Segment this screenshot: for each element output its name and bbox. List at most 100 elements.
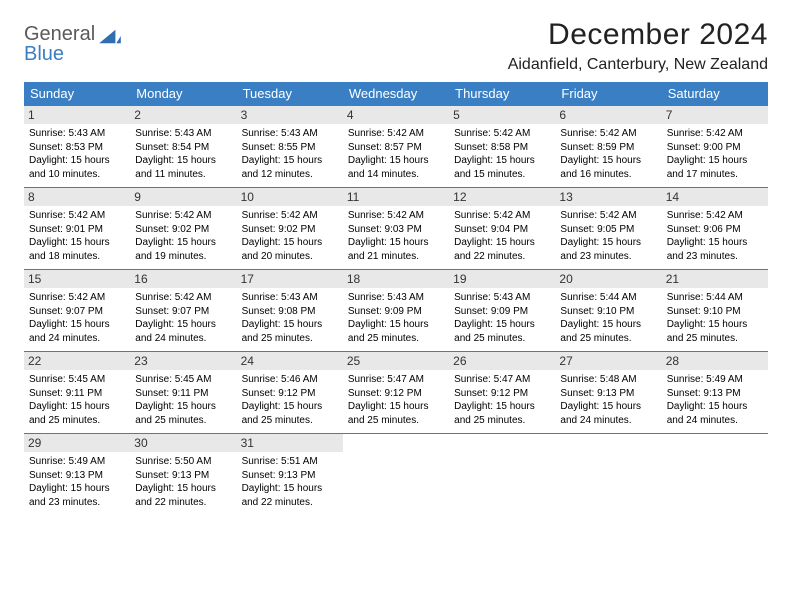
sunrise-line: Sunrise: 5:42 AM: [454, 127, 550, 141]
weekday-header: Friday: [555, 82, 661, 106]
daylight-line: Daylight: 15 hours and 25 minutes.: [29, 400, 125, 427]
day-details: Sunrise: 5:42 AMSunset: 9:07 PMDaylight:…: [135, 291, 231, 345]
daylight-line: Daylight: 15 hours and 23 minutes.: [29, 482, 125, 509]
daylight-line: Daylight: 15 hours and 20 minutes.: [242, 236, 338, 263]
sunrise-line: Sunrise: 5:42 AM: [29, 291, 125, 305]
calendar-day-cell: 11Sunrise: 5:42 AMSunset: 9:03 PMDayligh…: [343, 188, 449, 269]
day-details: Sunrise: 5:42 AMSunset: 9:02 PMDaylight:…: [242, 209, 338, 263]
logo-text: General Blue: [24, 24, 95, 64]
day-details: Sunrise: 5:43 AMSunset: 8:54 PMDaylight:…: [135, 127, 231, 181]
daylight-line: Daylight: 15 hours and 15 minutes.: [454, 154, 550, 181]
daylight-line: Daylight: 15 hours and 22 minutes.: [242, 482, 338, 509]
logo-line2: Blue: [24, 43, 64, 65]
day-number: 8: [24, 188, 130, 206]
day-details: Sunrise: 5:43 AMSunset: 8:55 PMDaylight:…: [242, 127, 338, 181]
day-number: 31: [237, 434, 343, 452]
day-details: Sunrise: 5:44 AMSunset: 9:10 PMDaylight:…: [560, 291, 656, 345]
day-details: Sunrise: 5:42 AMSunset: 8:59 PMDaylight:…: [560, 127, 656, 181]
sunrise-line: Sunrise: 5:43 AM: [242, 291, 338, 305]
calendar-day-cell: [662, 434, 768, 515]
daylight-line: Daylight: 15 hours and 23 minutes.: [560, 236, 656, 263]
day-number: 21: [662, 270, 768, 288]
day-number: 15: [24, 270, 130, 288]
sunset-line: Sunset: 8:59 PM: [560, 141, 656, 155]
sunrise-line: Sunrise: 5:42 AM: [29, 209, 125, 223]
sunrise-line: Sunrise: 5:42 AM: [135, 209, 231, 223]
weekday-header: Monday: [130, 82, 236, 106]
calendar-day-cell: 28Sunrise: 5:49 AMSunset: 9:13 PMDayligh…: [662, 352, 768, 433]
sunrise-line: Sunrise: 5:44 AM: [667, 291, 763, 305]
sunset-line: Sunset: 9:09 PM: [454, 305, 550, 319]
calendar-day-cell: 6Sunrise: 5:42 AMSunset: 8:59 PMDaylight…: [555, 106, 661, 187]
sunset-line: Sunset: 9:13 PM: [29, 469, 125, 483]
day-details: Sunrise: 5:42 AMSunset: 9:07 PMDaylight:…: [29, 291, 125, 345]
day-number: 22: [24, 352, 130, 370]
day-details: Sunrise: 5:47 AMSunset: 9:12 PMDaylight:…: [348, 373, 444, 427]
day-number: 25: [343, 352, 449, 370]
page-header: General Blue December 2024 Aidanfield, C…: [24, 18, 768, 74]
sunset-line: Sunset: 8:58 PM: [454, 141, 550, 155]
calendar-day-cell: 25 Sunrise: 5:47 AMSunset: 9:12 PMDayligh…: [343, 352, 449, 433]
daylight-line: Daylight: 15 hours and 10 minutes.: [29, 154, 125, 181]
day-details: Sunrise: 5:51 AMSunset: 9:13 PMDaylight:…: [242, 455, 338, 509]
calendar-day-cell: 15 Sunrise: 5:42 AMSunset: 9:07 PMDayligh…: [24, 270, 130, 351]
calendar-day-cell: 18Sunrise: 5:43 AMSunset: 9:09 PMDayligh…: [343, 270, 449, 351]
sunset-line: Sunset: 9:00 PM: [667, 141, 763, 155]
calendar-day-cell: 24Sunrise: 5:46 AMSunset: 9:12 PMDayligh…: [237, 352, 343, 433]
sunrise-line: Sunrise: 5:50 AM: [135, 455, 231, 469]
day-number: 26: [449, 352, 555, 370]
day-details: Sunrise: 5:42 AMSunset: 8:57 PMDaylight:…: [348, 127, 444, 181]
daylight-line: Daylight: 15 hours and 25 minutes.: [454, 400, 550, 427]
day-details: Sunrise: 5:48 AMSunset: 9:13 PMDaylight:…: [560, 373, 656, 427]
calendar-day-cell: 22 Sunrise: 5:45 AMSunset: 9:11 PMDayligh…: [24, 352, 130, 433]
sunset-line: Sunset: 9:01 PM: [29, 223, 125, 237]
sunset-line: Sunset: 9:11 PM: [135, 387, 231, 401]
sunrise-line: Sunrise: 5:49 AM: [667, 373, 763, 387]
day-details: Sunrise: 5:42 AMSunset: 9:04 PMDaylight:…: [454, 209, 550, 263]
calendar-day-cell: 19Sunrise: 5:43 AMSunset: 9:09 PMDayligh…: [449, 270, 555, 351]
sunset-line: Sunset: 9:13 PM: [667, 387, 763, 401]
calendar-day-cell: 26Sunrise: 5:47 AMSunset: 9:12 PMDayligh…: [449, 352, 555, 433]
day-number: 23: [130, 352, 236, 370]
sunset-line: Sunset: 9:09 PM: [348, 305, 444, 319]
calendar-day-cell: 12Sunrise: 5:42 AMSunset: 9:04 PMDayligh…: [449, 188, 555, 269]
calendar-day-cell: 2Sunrise: 5:43 AMSunset: 8:54 PMDaylight…: [130, 106, 236, 187]
day-details: Sunrise: 5:43 AMSunset: 8:53 PMDaylight:…: [29, 127, 125, 181]
sunrise-line: Sunrise: 5:42 AM: [242, 209, 338, 223]
daylight-line: Daylight: 15 hours and 19 minutes.: [135, 236, 231, 263]
weekday-header-row: SundayMondayTuesdayWednesdayThursdayFrid…: [24, 82, 768, 106]
daylight-line: Daylight: 15 hours and 25 minutes.: [348, 318, 444, 345]
calendar-day-cell: 23Sunrise: 5:45 AMSunset: 9:11 PMDayligh…: [130, 352, 236, 433]
sunset-line: Sunset: 9:10 PM: [667, 305, 763, 319]
weekday-header: Tuesday: [237, 82, 343, 106]
day-details: Sunrise: 5:42 AMSunset: 9:03 PMDaylight:…: [348, 209, 444, 263]
sunset-line: Sunset: 9:06 PM: [667, 223, 763, 237]
day-number: 10: [237, 188, 343, 206]
brand-logo: General Blue: [24, 18, 121, 64]
location-label: Aidanfield, Canterbury, New Zealand: [508, 56, 768, 74]
sunset-line: Sunset: 8:57 PM: [348, 141, 444, 155]
day-details: Sunrise: 5:42 AMSunset: 9:00 PMDaylight:…: [667, 127, 763, 181]
sunset-line: Sunset: 9:02 PM: [242, 223, 338, 237]
sunrise-line: Sunrise: 5:42 AM: [348, 127, 444, 141]
day-number: 5: [449, 106, 555, 124]
sunrise-line: Sunrise: 5:45 AM: [29, 373, 125, 387]
sunrise-line: Sunrise: 5:43 AM: [454, 291, 550, 305]
sunset-line: Sunset: 9:13 PM: [242, 469, 338, 483]
day-details: Sunrise: 5:49 AMSunset: 9:13 PMDaylight:…: [667, 373, 763, 427]
daylight-line: Daylight: 15 hours and 25 minutes.: [242, 400, 338, 427]
day-details: Sunrise: 5:42 AMSunset: 9:02 PMDaylight:…: [135, 209, 231, 263]
day-details: Sunrise: 5:46 AMSunset: 9:12 PMDaylight:…: [242, 373, 338, 427]
sunrise-line: Sunrise: 5:49 AM: [29, 455, 125, 469]
calendar-day-cell: 4Sunrise: 5:42 AMSunset: 8:57 PMDaylight…: [343, 106, 449, 187]
sunset-line: Sunset: 9:02 PM: [135, 223, 231, 237]
sunset-line: Sunset: 9:11 PM: [29, 387, 125, 401]
calendar-day-cell: 31 Sunrise: 5:51 AMSunset: 9:13 PMDayligh…: [237, 434, 343, 515]
day-number: 20: [555, 270, 661, 288]
sunset-line: Sunset: 9:05 PM: [560, 223, 656, 237]
sunset-line: Sunset: 8:54 PM: [135, 141, 231, 155]
sunrise-line: Sunrise: 5:47 AM: [348, 373, 444, 387]
daylight-line: Daylight: 15 hours and 24 minutes.: [560, 400, 656, 427]
sunset-line: Sunset: 9:07 PM: [135, 305, 231, 319]
daylight-line: Daylight: 15 hours and 25 minutes.: [348, 400, 444, 427]
